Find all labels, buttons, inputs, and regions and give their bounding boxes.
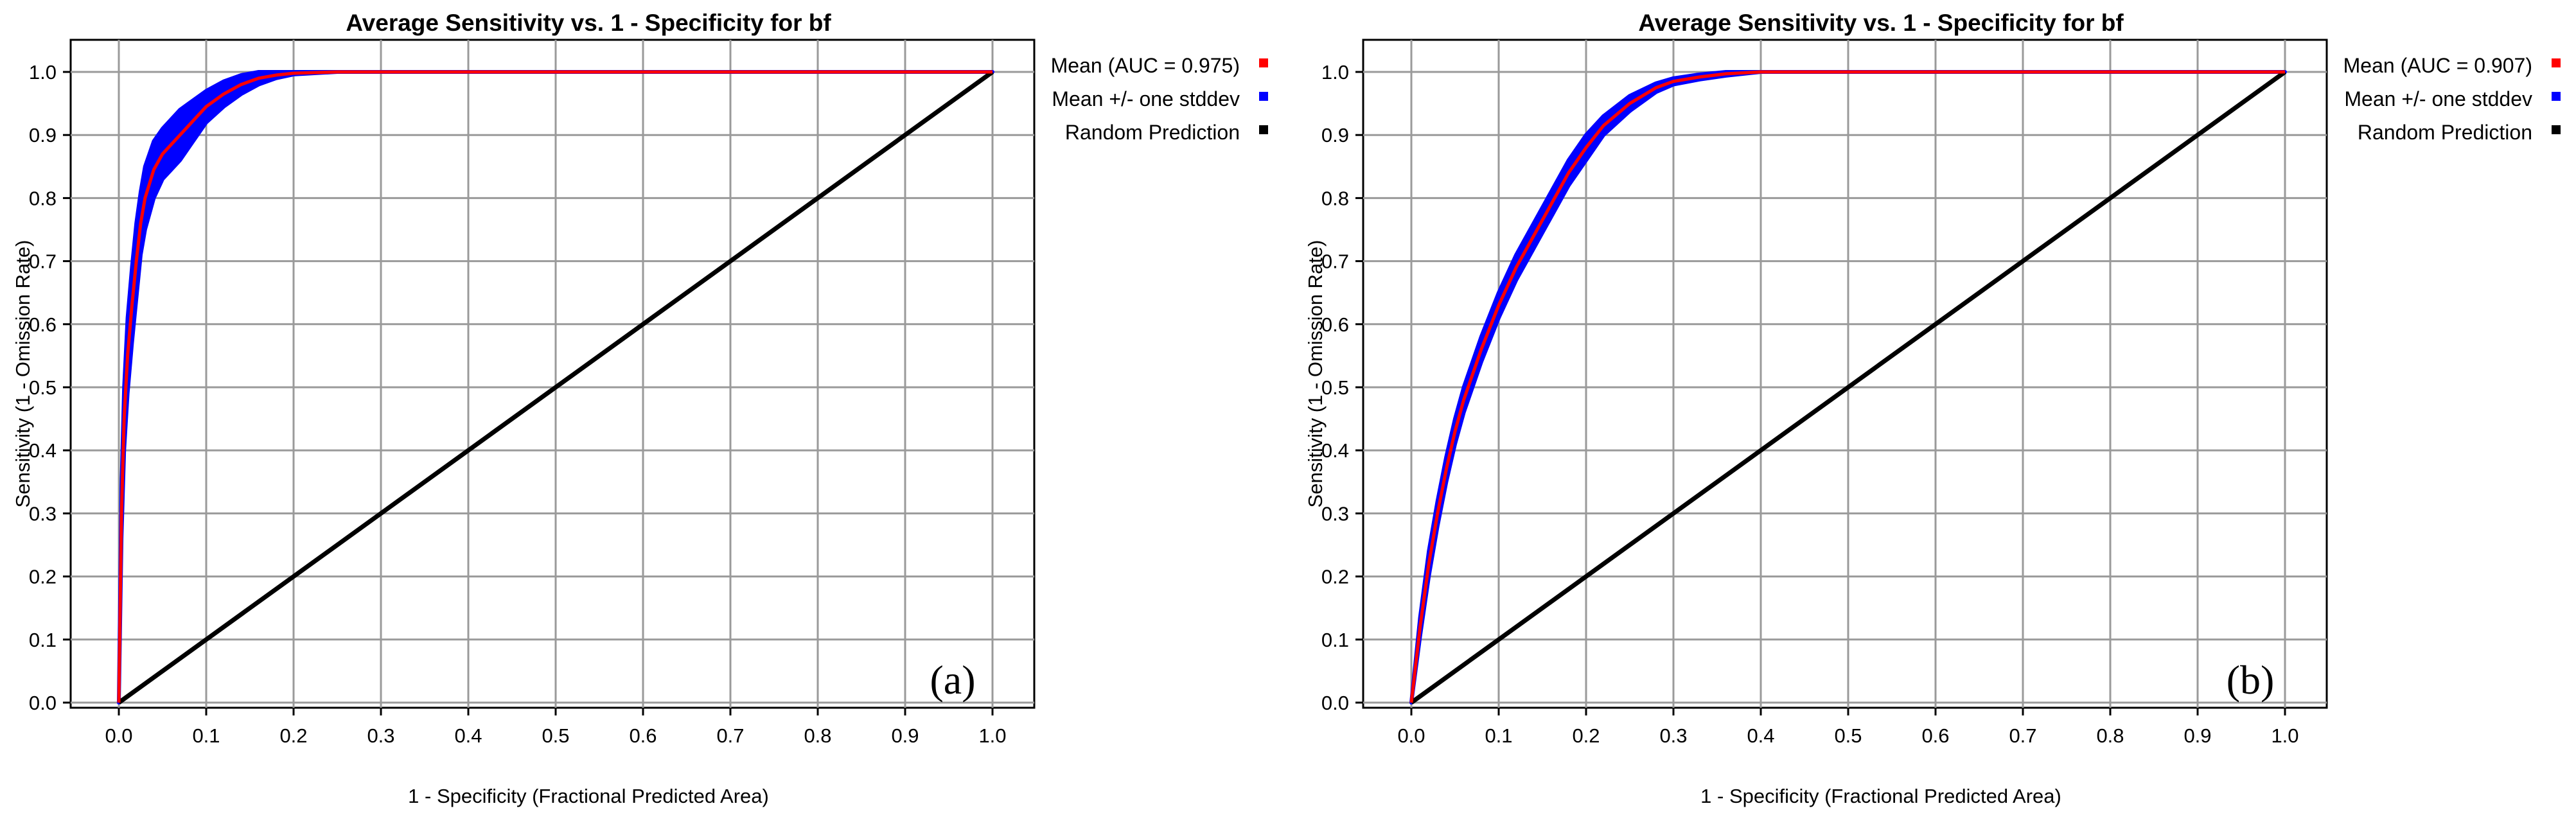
y-tick-label: 0.7 — [1321, 250, 1349, 273]
y-tick-label: 0.9 — [1321, 124, 1349, 146]
x-tick-label: 1.0 — [2271, 724, 2298, 747]
x-tick-label: 0.2 — [279, 724, 307, 747]
legend-mean-swatch — [2552, 58, 2561, 67]
x-tick-label: 0.0 — [1397, 724, 1425, 747]
y-tick-label: 0.0 — [1321, 692, 1349, 714]
chart-panel-b: Average Sensitivity vs. 1 - Specificity … — [1304, 10, 2561, 807]
x-tick-label: 0.2 — [1572, 724, 1600, 747]
panel-label: (b) — [2227, 657, 2275, 703]
x-tick-label: 0.1 — [192, 724, 220, 747]
legend-random-label: Random Prediction — [2358, 121, 2532, 144]
legend: Mean (AUC = 0.907) Mean +/- one stddev R… — [2343, 54, 2561, 144]
x-tick-label: 0.3 — [1659, 724, 1687, 747]
x-tick-label: 0.4 — [454, 724, 482, 747]
x-axis-label: 1 - Specificity (Fractional Predicted Ar… — [408, 785, 769, 807]
chart-title: Average Sensitivity vs. 1 - Specificity … — [1638, 10, 2124, 36]
y-tick-label: 0.8 — [29, 187, 57, 209]
y-axis-label: Sensitivity (1 - Omission Rate) — [1304, 240, 1327, 508]
y-tick-label: 0.2 — [29, 566, 57, 588]
x-tick-label: 0.5 — [542, 724, 569, 747]
x-tick-label: 0.5 — [1834, 724, 1862, 747]
y-tick-label: 0.2 — [1321, 566, 1349, 588]
legend-random-swatch — [1259, 125, 1268, 134]
x-tick-label: 0.9 — [2183, 724, 2211, 747]
x-tick-label: 0.1 — [1485, 724, 1512, 747]
y-tick-label: 0.6 — [29, 313, 57, 336]
x-axis-ticks: 0.0 0.1 0.2 0.3 0.4 0.5 0.6 0.7 0.8 0.9 1.0 — [1397, 708, 2299, 747]
x-tick-label: 0.8 — [2096, 724, 2124, 747]
x-tick-label: 0.7 — [2009, 724, 2036, 747]
y-tick-label: 0.8 — [1321, 187, 1349, 209]
y-axis-label: Sensitivity (1 - Omission Rate) — [12, 240, 34, 508]
legend-stddev-swatch — [2552, 92, 2561, 101]
random-line — [1409, 70, 2287, 705]
y-tick-label: 0.7 — [29, 250, 57, 273]
legend-random-swatch — [2552, 125, 2561, 134]
mean-curve — [117, 70, 992, 703]
chart-title: Average Sensitivity vs. 1 - Specificity … — [346, 10, 831, 36]
random-prediction-line — [117, 70, 994, 705]
x-axis-ticks: 0.0 0.1 0.2 0.3 0.4 0.5 0.6 0.7 0.8 0.9 1.0 — [105, 708, 1007, 747]
y-tick-label: 0.4 — [29, 439, 57, 462]
x-tick-label: 0.6 — [1921, 724, 1949, 747]
y-tick-label: 0.1 — [29, 629, 57, 651]
y-tick-label: 0.6 — [1321, 313, 1349, 336]
y-tick-label: 0.0 — [29, 692, 57, 714]
legend-mean-label: Mean (AUC = 0.975) — [1051, 54, 1240, 77]
x-tick-label: 0.9 — [891, 724, 919, 747]
x-tick-label: 1.0 — [978, 724, 1006, 747]
y-axis-ticks: 0.0 0.1 0.2 0.3 0.4 0.5 0.6 0.7 0.8 0.9 1.0 — [1321, 61, 1363, 714]
y-tick-label: 0.1 — [1321, 629, 1349, 651]
x-tick-label: 0.0 — [105, 724, 132, 747]
y-axis-ticks: 0.0 0.1 0.2 0.3 0.4 0.5 0.6 0.7 0.8 0.9 1.0 — [29, 61, 71, 714]
plot-area — [69, 39, 1036, 709]
x-axis-label: 1 - Specificity (Fractional Predicted Ar… — [1700, 785, 2061, 807]
legend: Mean (AUC = 0.975) Mean +/- one stddev R… — [1051, 54, 1268, 144]
legend-stddev-swatch — [1259, 92, 1268, 101]
y-tick-label: 0.3 — [1321, 502, 1349, 525]
y-tick-label: 0.9 — [29, 124, 57, 146]
panel-label: (a) — [930, 657, 975, 703]
chart-panel-a: Average Sensitivity vs. 1 - Specificity … — [12, 10, 1268, 807]
mean-curve — [1409, 70, 2285, 703]
legend-mean-swatch — [1259, 58, 1268, 67]
plot-area — [1362, 39, 2328, 709]
x-tick-label: 0.8 — [804, 724, 831, 747]
y-tick-label: 0.4 — [1321, 439, 1349, 462]
legend-mean-label: Mean (AUC = 0.907) — [2343, 54, 2532, 77]
x-tick-label: 0.6 — [629, 724, 657, 747]
legend-random-label: Random Prediction — [1065, 121, 1240, 144]
x-tick-label: 0.4 — [1747, 724, 1774, 747]
x-tick-label: 0.3 — [367, 724, 394, 747]
y-tick-label: 0.5 — [29, 376, 57, 399]
legend-stddev-label: Mean +/- one stddev — [2344, 87, 2532, 110]
legend-stddev-label: Mean +/- one stddev — [1052, 87, 1240, 110]
random-prediction-line — [1409, 70, 2287, 705]
y-tick-label: 1.0 — [29, 61, 57, 83]
y-tick-label: 0.3 — [29, 502, 57, 525]
mean-line — [117, 70, 992, 703]
y-tick-label: 1.0 — [1321, 61, 1349, 83]
y-tick-label: 0.5 — [1321, 376, 1349, 399]
x-tick-label: 0.7 — [716, 724, 744, 747]
mean-line — [1409, 70, 2285, 703]
random-line — [117, 70, 994, 705]
